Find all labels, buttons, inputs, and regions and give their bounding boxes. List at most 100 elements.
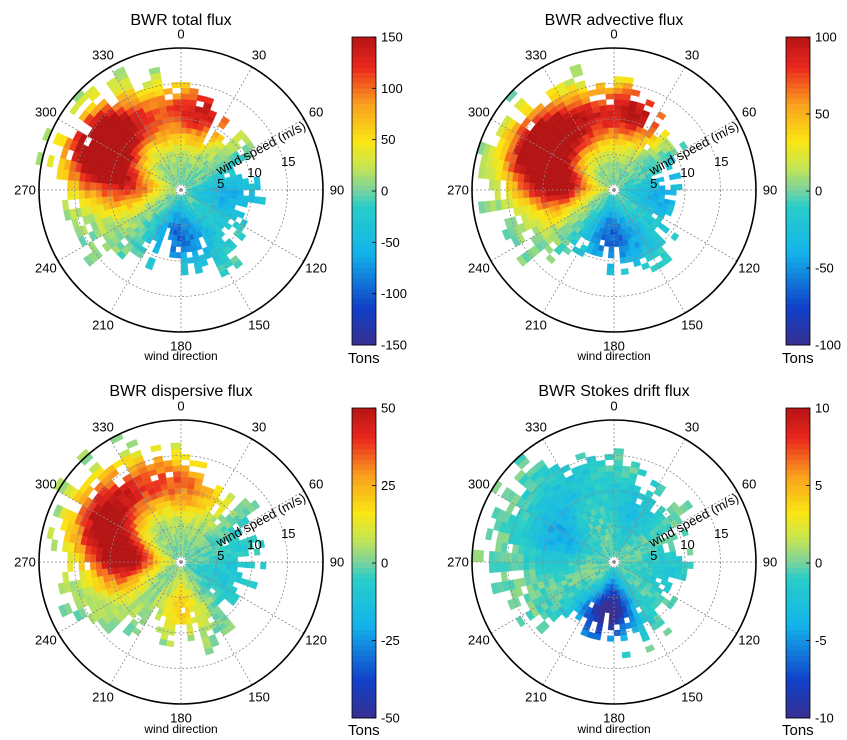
angular-tick-label: 330 bbox=[525, 419, 547, 434]
heatmap-cell bbox=[180, 612, 187, 619]
heatmap-cell bbox=[545, 567, 553, 575]
colorbar-segment bbox=[786, 568, 810, 574]
heatmap-cell bbox=[185, 617, 193, 625]
heatmap-cell bbox=[118, 561, 125, 568]
colorbar-segment bbox=[352, 681, 376, 688]
heatmap-cell bbox=[209, 558, 216, 563]
heatmap-cell bbox=[603, 133, 610, 140]
heatmap-cell bbox=[568, 185, 575, 191]
colorbar-label: Tons bbox=[782, 722, 814, 739]
heatmap-cell bbox=[180, 252, 188, 259]
colorbar-segment bbox=[352, 339, 376, 346]
heatmap-cell bbox=[613, 240, 620, 247]
colorbar-segment bbox=[786, 278, 810, 284]
heatmap-cell bbox=[124, 556, 131, 563]
colorbar-segment bbox=[786, 625, 810, 631]
heatmap-cell bbox=[511, 552, 518, 563]
colorbar-segment bbox=[352, 201, 376, 207]
colorbar-segment bbox=[352, 232, 376, 238]
heatmap-cell bbox=[237, 184, 244, 191]
radial-tick-label: 5 bbox=[217, 176, 224, 191]
heatmap-cell bbox=[523, 546, 531, 555]
colorbar-segment bbox=[786, 129, 810, 135]
colorbar-segment bbox=[352, 470, 376, 476]
heatmap-cell bbox=[204, 96, 215, 105]
colorbar-segment bbox=[786, 149, 810, 156]
heatmap-cell bbox=[676, 183, 683, 191]
heatmap-cell bbox=[562, 189, 569, 195]
colorbar-segment bbox=[352, 103, 376, 110]
colorbar-segment bbox=[352, 129, 376, 135]
heatmap-cell bbox=[189, 87, 199, 96]
heatmap-cell bbox=[173, 482, 182, 489]
heatmap-cell bbox=[517, 553, 524, 563]
heatmap-cell bbox=[557, 561, 564, 568]
colorbar-segment bbox=[786, 676, 810, 683]
heatmap-cell bbox=[180, 470, 190, 478]
colorbar-segment bbox=[352, 78, 376, 84]
colorbar-segment bbox=[786, 257, 810, 264]
colorbar-segment bbox=[786, 511, 810, 517]
colorbar-segment bbox=[786, 293, 810, 300]
heatmap-cell bbox=[219, 268, 230, 278]
heatmap-cell bbox=[196, 94, 207, 103]
heatmap-cell bbox=[166, 640, 175, 648]
heatmap-cell bbox=[621, 651, 631, 659]
heatmap-cell bbox=[62, 199, 70, 211]
radial-tick-label: 15 bbox=[281, 526, 295, 541]
heatmap-cell bbox=[188, 471, 197, 479]
heatmap-cell bbox=[608, 499, 615, 506]
heatmap-cell bbox=[603, 240, 610, 247]
heatmap-cell bbox=[613, 448, 625, 455]
heatmap-cell bbox=[659, 561, 666, 567]
heatmap-cell bbox=[241, 200, 249, 208]
heatmap-cell bbox=[168, 251, 176, 259]
heatmap-cell bbox=[545, 183, 552, 191]
heatmap-cell bbox=[528, 554, 535, 563]
heatmap-cell bbox=[125, 439, 139, 449]
heatmap-cell bbox=[613, 476, 622, 483]
heatmap-cell bbox=[610, 527, 615, 534]
heatmap-cell bbox=[670, 561, 677, 568]
heatmap-cell bbox=[534, 182, 541, 191]
heatmap-cell bbox=[129, 193, 137, 200]
heatmap-cell bbox=[176, 516, 182, 523]
colorbar-segment bbox=[786, 47, 810, 53]
heatmap-cell bbox=[180, 133, 187, 140]
colorbar-segment bbox=[786, 687, 810, 693]
angular-tick-label: 210 bbox=[525, 318, 547, 333]
radial-tick-label: 5 bbox=[650, 548, 657, 563]
heatmap-cell bbox=[180, 121, 188, 128]
colorbar-segment bbox=[786, 52, 810, 58]
colorbar-tick-label: 50 bbox=[381, 401, 395, 416]
angular-tick-label: 210 bbox=[525, 690, 547, 705]
colorbar-segment bbox=[786, 216, 810, 223]
heatmap-cell bbox=[613, 121, 621, 128]
heatmap-cell bbox=[175, 127, 182, 134]
colorbar-segment bbox=[352, 180, 376, 187]
colorbar-segment bbox=[352, 88, 376, 94]
angular-tick-label: 120 bbox=[305, 633, 327, 648]
colorbar-segment bbox=[786, 283, 810, 289]
colorbar-segment bbox=[352, 67, 376, 74]
colorbar-segment bbox=[786, 242, 810, 248]
colorbar-segment bbox=[352, 614, 376, 621]
heatmap-cell bbox=[171, 459, 182, 466]
colorbar-segment bbox=[786, 319, 810, 325]
heatmap-cell bbox=[641, 109, 651, 119]
heatmap-cell bbox=[67, 189, 74, 201]
heatmap-cell bbox=[177, 150, 182, 157]
colorbar-segment bbox=[352, 149, 376, 156]
heatmap-cell bbox=[231, 184, 238, 191]
angular-tick-label: 330 bbox=[92, 419, 114, 434]
colorbar-segment bbox=[786, 692, 810, 698]
colorbar-segment bbox=[786, 196, 810, 202]
colorbar-label: Tons bbox=[782, 350, 814, 367]
heatmap-cell bbox=[129, 565, 137, 572]
heatmap-cell bbox=[118, 566, 126, 574]
colorbar-segment bbox=[352, 454, 376, 461]
colorbar-segment bbox=[352, 119, 376, 125]
angular-tick-label: 300 bbox=[35, 105, 57, 120]
heatmap-cell bbox=[613, 470, 623, 478]
